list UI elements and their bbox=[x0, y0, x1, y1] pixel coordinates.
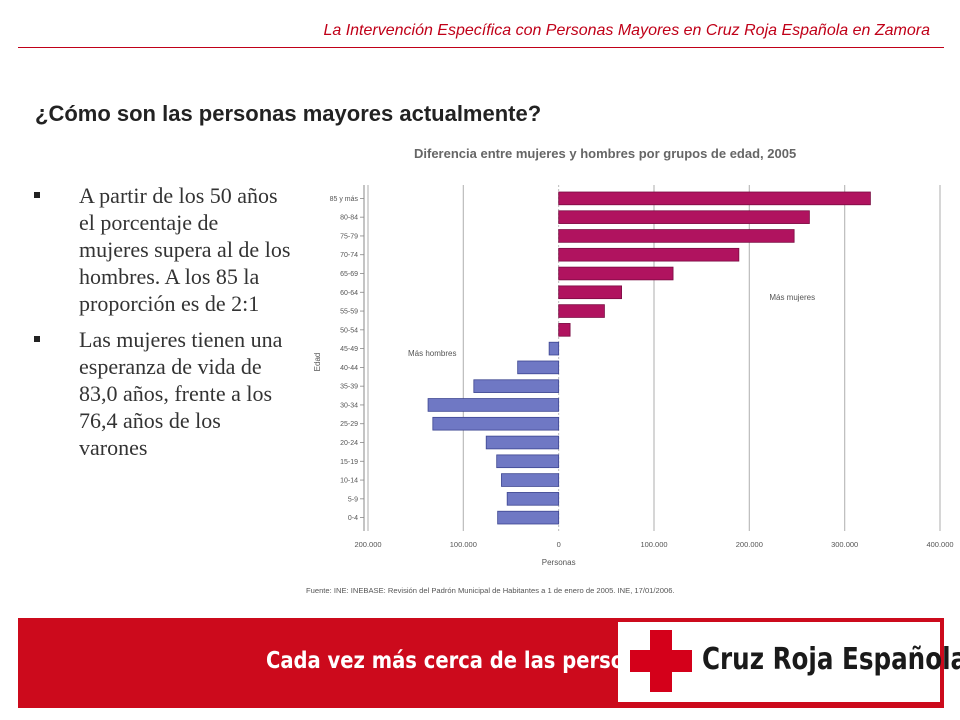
y-tick-label: 0-4 bbox=[348, 515, 358, 522]
bar bbox=[548, 341, 560, 356]
bullet-item: A partir de los 50 años el porcentaje de… bbox=[30, 182, 292, 317]
bar bbox=[558, 210, 810, 224]
bar bbox=[485, 435, 560, 450]
banner-slogan: Cada vez más cerca de las personas bbox=[266, 648, 663, 674]
y-axis-label: Edad bbox=[313, 353, 322, 372]
y-tick-label: 70-74 bbox=[340, 252, 358, 259]
bar bbox=[558, 285, 622, 300]
header-divider bbox=[18, 47, 944, 48]
chart-svg: Diferencia entre mujeres y hombres por g… bbox=[306, 146, 954, 595]
y-tick-label: 15-19 bbox=[340, 459, 358, 466]
bar bbox=[427, 398, 560, 412]
x-axis-label: Personas bbox=[542, 558, 576, 567]
cruz-roja-logo: Cruz Roja Española bbox=[618, 622, 960, 702]
age-difference-chart: Diferencia entre mujeres y hombres por g… bbox=[300, 140, 960, 610]
y-tick-label: 85 y más bbox=[330, 196, 359, 203]
x-tick-label: 100.000 bbox=[640, 540, 667, 549]
bar bbox=[506, 492, 560, 506]
logo-text: Cruz Roja Española bbox=[702, 642, 960, 677]
bullet-text: A partir de los 50 años el porcentaje de… bbox=[79, 183, 291, 316]
bar bbox=[496, 454, 560, 469]
x-tick-label: 200.000 bbox=[354, 540, 381, 549]
y-tick-label: 5-9 bbox=[348, 496, 358, 503]
chart-title: Diferencia entre mujeres y hombres por g… bbox=[414, 146, 796, 161]
x-tick-label: 300.000 bbox=[831, 540, 858, 549]
y-tick-label: 10-14 bbox=[340, 478, 358, 485]
x-tick-label: 0 bbox=[557, 540, 561, 549]
y-tick-label: 55-59 bbox=[340, 309, 358, 316]
bullet-text: Las mujeres tienen una esperanza de vida… bbox=[79, 327, 283, 460]
bullet-list: A partir de los 50 años el porcentaje de… bbox=[30, 182, 292, 470]
footer-banner: Cada vez más cerca de las personas Cruz … bbox=[18, 618, 960, 708]
bar bbox=[558, 304, 605, 318]
bar bbox=[517, 360, 560, 375]
header-title: La Intervención Específica con Personas … bbox=[323, 22, 930, 39]
annotation-more-women: Más mujeres bbox=[769, 293, 815, 302]
section-title: ¿Cómo son las personas mayores actualmen… bbox=[35, 101, 542, 126]
bullet-item: Las mujeres tienen una esperanza de vida… bbox=[30, 326, 292, 461]
red-cross-icon bbox=[630, 630, 692, 692]
y-tick-label: 60-64 bbox=[340, 290, 358, 297]
y-tick-label: 50-54 bbox=[340, 327, 358, 334]
chart-source: Fuente: INE: INEBASE: Revisión del Padró… bbox=[306, 586, 675, 595]
x-tick-label: 200.000 bbox=[736, 540, 763, 549]
x-tick-label: 100.000 bbox=[450, 540, 477, 549]
bar bbox=[558, 247, 740, 262]
bar bbox=[473, 379, 560, 393]
bullet-square-icon bbox=[34, 192, 40, 198]
bar bbox=[558, 191, 871, 206]
y-tick-label: 25-29 bbox=[340, 421, 358, 428]
bullet-square-icon bbox=[34, 336, 40, 342]
y-tick-label: 80-84 bbox=[340, 215, 358, 222]
y-tick-label: 30-34 bbox=[340, 402, 358, 409]
x-tick-label: 400.000 bbox=[926, 540, 953, 549]
annotation-more-men: Más hombres bbox=[408, 349, 456, 358]
bar bbox=[501, 473, 560, 487]
y-tick-label: 65-69 bbox=[340, 271, 358, 278]
bar bbox=[558, 266, 674, 281]
y-tick-label: 35-39 bbox=[340, 384, 358, 391]
bar bbox=[432, 416, 560, 431]
y-tick-label: 40-44 bbox=[340, 365, 358, 372]
bar bbox=[558, 229, 795, 243]
y-tick-label: 20-24 bbox=[340, 440, 358, 447]
bar bbox=[558, 323, 571, 337]
y-tick-label: 75-79 bbox=[340, 233, 358, 240]
y-tick-label: 45-49 bbox=[340, 346, 358, 353]
bar bbox=[497, 510, 560, 525]
